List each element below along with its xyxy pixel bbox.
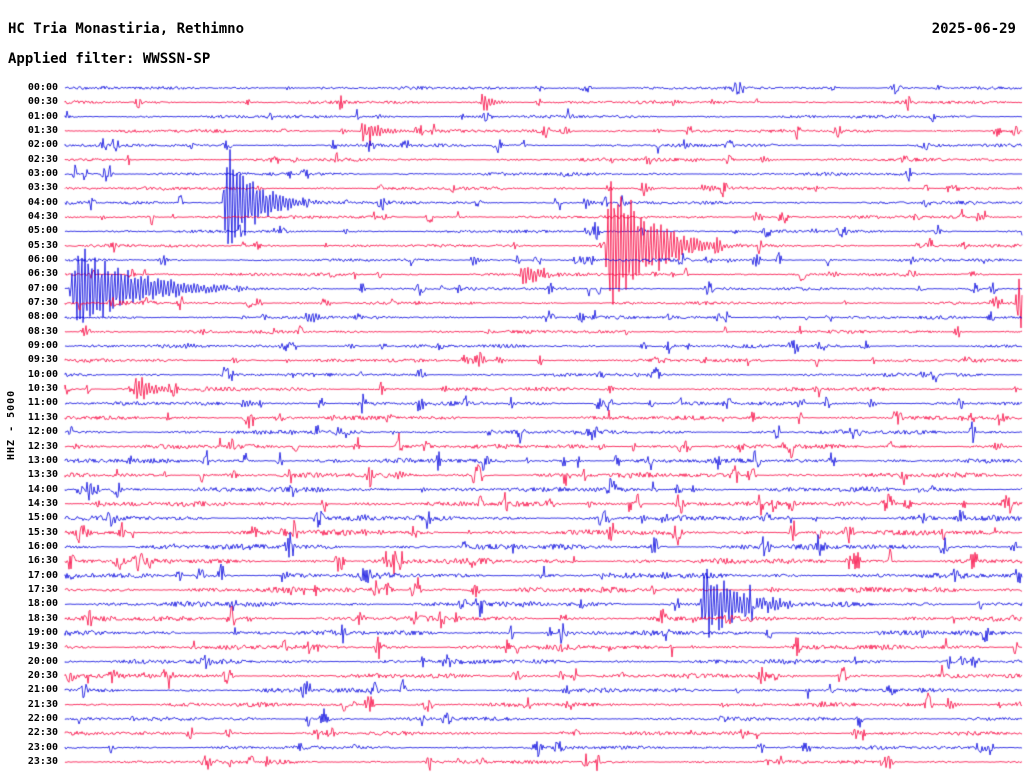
time-label: 22:30	[27, 727, 58, 739]
time-label: 04:30	[27, 211, 58, 223]
time-label: 03:00	[27, 168, 58, 180]
time-label: 02:00	[27, 139, 58, 151]
time-label: 00:30	[27, 96, 58, 108]
time-label: 07:00	[27, 282, 58, 294]
time-label: 12:00	[27, 426, 58, 438]
time-label: 11:30	[27, 411, 58, 423]
time-label: 10:30	[27, 383, 58, 395]
time-label: 16:00	[27, 540, 58, 552]
time-label: 15:00	[27, 512, 58, 524]
time-label: 21:00	[27, 684, 58, 696]
time-label: 15:30	[27, 526, 58, 538]
time-label: 07:30	[27, 297, 58, 309]
time-label: 08:30	[27, 325, 58, 337]
time-label: 09:00	[27, 340, 58, 352]
time-label: 17:30	[27, 583, 58, 595]
time-label: 09:30	[27, 354, 58, 366]
time-label: 16:30	[27, 555, 58, 567]
station-title: HC Tria Monastiria, Rethimno	[8, 21, 245, 37]
time-label: 05:00	[27, 225, 58, 237]
time-label: 10:00	[27, 368, 58, 380]
filter-label: Applied filter: WWSSN-SP	[8, 51, 211, 67]
time-label: 21:30	[27, 698, 58, 710]
time-label: 13:00	[27, 454, 58, 466]
time-label: 20:00	[27, 655, 58, 667]
time-label: 00:00	[27, 82, 58, 93]
time-label: 18:30	[27, 612, 58, 624]
time-label: 18:00	[27, 598, 58, 610]
time-label: 17:00	[27, 569, 58, 581]
time-label: 05:30	[27, 239, 58, 251]
time-label: 22:00	[27, 712, 58, 724]
time-label: 19:00	[27, 626, 58, 638]
time-label: 01:30	[27, 125, 58, 137]
time-label: 14:00	[27, 483, 58, 495]
record-date: 2025-06-29	[931, 21, 1016, 37]
time-label: 04:00	[27, 196, 58, 208]
time-label: 23:30	[27, 755, 58, 767]
time-label: 06:30	[27, 268, 58, 280]
time-label: 11:00	[27, 397, 58, 409]
time-label: 13:30	[27, 469, 58, 481]
time-label: 20:30	[27, 669, 58, 681]
time-label: 06:00	[27, 254, 58, 266]
time-label: 02:30	[27, 153, 58, 165]
time-label: 08:00	[27, 311, 58, 323]
time-label: 14:30	[27, 497, 58, 509]
time-label: 01:00	[27, 110, 58, 122]
time-label: 03:30	[27, 182, 58, 194]
time-label: 23:00	[27, 741, 58, 753]
time-label: 19:30	[27, 641, 58, 653]
time-label: 12:30	[27, 440, 58, 452]
